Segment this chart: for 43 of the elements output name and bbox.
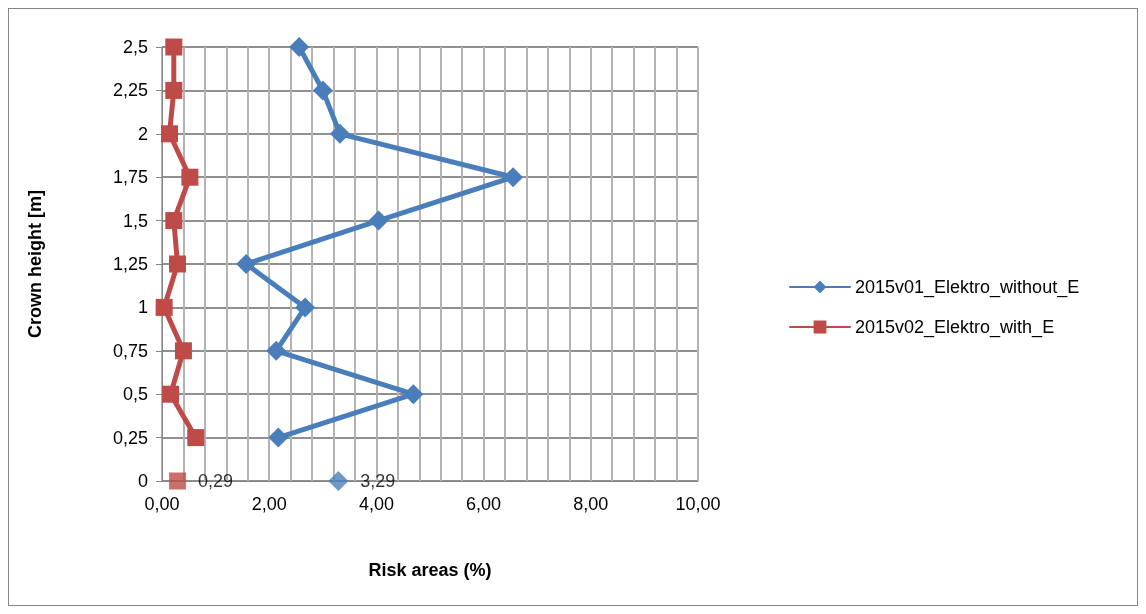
y-tick-label: 0,25 [112, 427, 148, 448]
x-tick-label: 6,00 [466, 494, 502, 514]
point [187, 429, 205, 447]
y-tick-label: 1,25 [112, 254, 148, 274]
y-tick-label: 0 [137, 471, 148, 491]
y-tick-label: 0,75 [112, 340, 148, 361]
x-axis-title: Risk areas (%) [368, 560, 492, 580]
point [312, 80, 333, 101]
point [161, 125, 178, 143]
point [403, 384, 424, 405]
y-tick-label: 2,25 [112, 80, 148, 101]
y-tick-label: 1 [137, 297, 148, 318]
x-tick-label: 2,00 [251, 494, 287, 514]
point [268, 427, 289, 448]
x-tick-label: 10,00 [675, 494, 721, 514]
y-axis-title: Crown height [m] [25, 190, 45, 338]
point [503, 167, 524, 188]
y-tick-label: 1,5 [122, 210, 148, 231]
point [289, 37, 310, 57]
point [368, 210, 389, 231]
y-tick-label: 0,5 [122, 384, 148, 405]
point [155, 298, 173, 316]
point [236, 254, 257, 274]
x-tick-label: 8,00 [573, 494, 609, 514]
y-tick-label: 2,5 [122, 37, 148, 57]
point [169, 255, 187, 273]
point [328, 471, 349, 491]
point [181, 168, 199, 186]
point [329, 123, 350, 144]
x-tick-label: 0,00 [144, 494, 180, 514]
y-tick-label: 2 [137, 123, 148, 144]
point [165, 38, 183, 56]
point [266, 340, 287, 361]
point [169, 472, 187, 490]
point [295, 297, 316, 318]
point [165, 81, 183, 99]
point [165, 212, 183, 230]
x-tick-label: 4,00 [358, 494, 394, 514]
point [174, 342, 192, 360]
legend-label: 2015v01_Elektro_without_E [855, 277, 1080, 298]
point [162, 385, 180, 403]
legend-label: 2015v02_Elektro_with_E [855, 317, 1055, 338]
y-tick-label: 1,75 [112, 167, 148, 188]
